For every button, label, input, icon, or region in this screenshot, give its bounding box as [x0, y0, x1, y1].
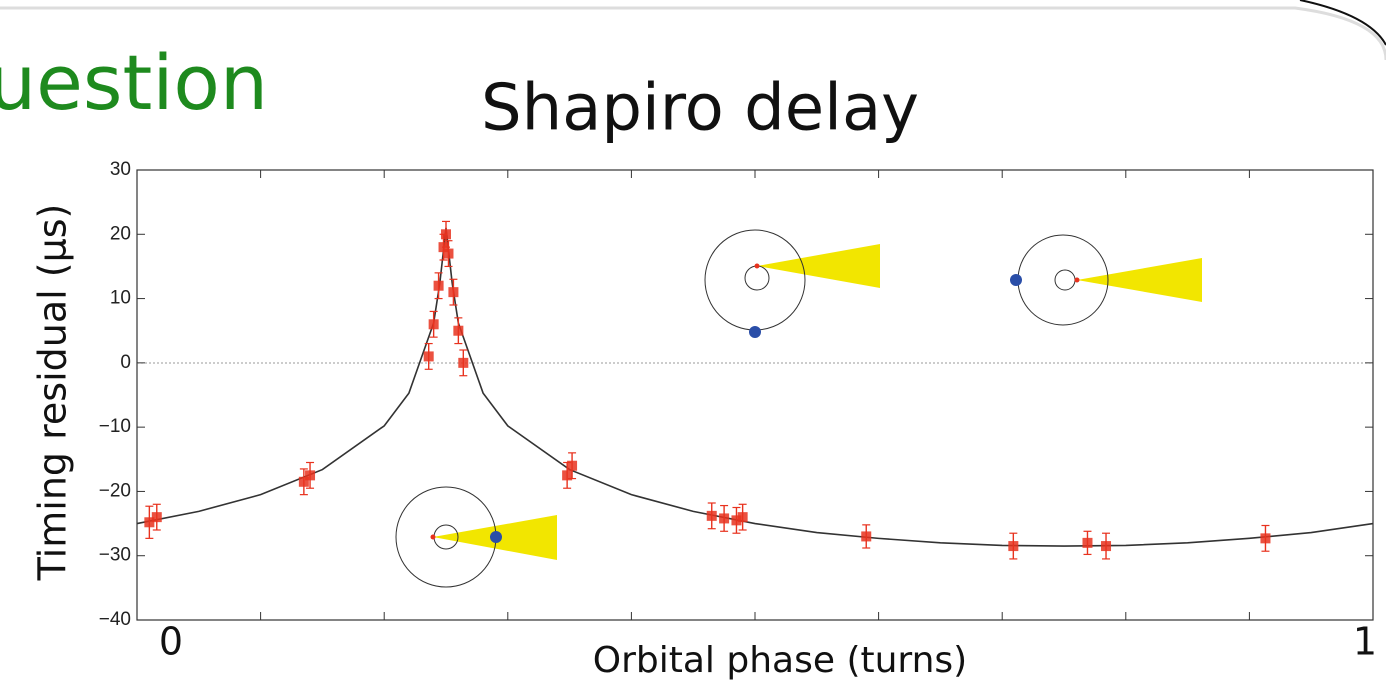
data-point: [428, 319, 439, 330]
data-point: [861, 531, 872, 542]
orbit-inset: [395, 486, 557, 588]
data-point: [151, 512, 162, 523]
x-tick-label: 1: [1353, 620, 1377, 664]
data-point: [305, 470, 316, 481]
data-point: [453, 325, 464, 336]
chart-title: Shapiro delay: [481, 72, 919, 146]
data-point: [298, 476, 309, 487]
data-point: [441, 229, 451, 240]
y-tick-label: 10: [110, 288, 131, 309]
data-point: [448, 287, 459, 298]
plot-frame: [136, 169, 1374, 621]
y-tick-label: 20: [110, 223, 131, 244]
data-point: [423, 351, 434, 362]
slide-corner: [1299, 0, 1386, 46]
data-point: [433, 280, 444, 291]
data-point: [458, 357, 469, 368]
orbit-inset: [704, 229, 880, 338]
data-point: [1260, 533, 1271, 544]
x-tick-label: 0: [159, 620, 183, 664]
data-point: [706, 510, 717, 521]
y-tick-label: −20: [99, 480, 131, 501]
data-point: [1082, 537, 1093, 548]
data-point: [737, 512, 748, 523]
data-point: [443, 248, 454, 259]
y-axis-label: Timing residual (µs): [31, 204, 75, 582]
y-tick-label: 30: [110, 159, 131, 180]
data-point: [1008, 541, 1019, 552]
y-tick-label: 0: [120, 352, 131, 373]
y-tick-label: −40: [99, 609, 131, 630]
data-point: [567, 460, 578, 471]
x-axis-label: Orbital phase (turns): [593, 640, 967, 681]
plot: 30 20 10 0 −10 −20 −30 −40 0 1: [99, 159, 1377, 663]
y-tick-label: −30: [99, 545, 131, 566]
data-point: [562, 470, 573, 481]
y-tick-label: −10: [99, 416, 131, 437]
data-point: [719, 513, 730, 524]
heading-fragment: uestion: [0, 38, 268, 127]
data-point: [731, 515, 742, 526]
data-point: [144, 517, 155, 528]
orbit-inset: [1010, 234, 1202, 326]
data-point: [1101, 541, 1112, 552]
slide-frame: [0, 6, 1386, 61]
